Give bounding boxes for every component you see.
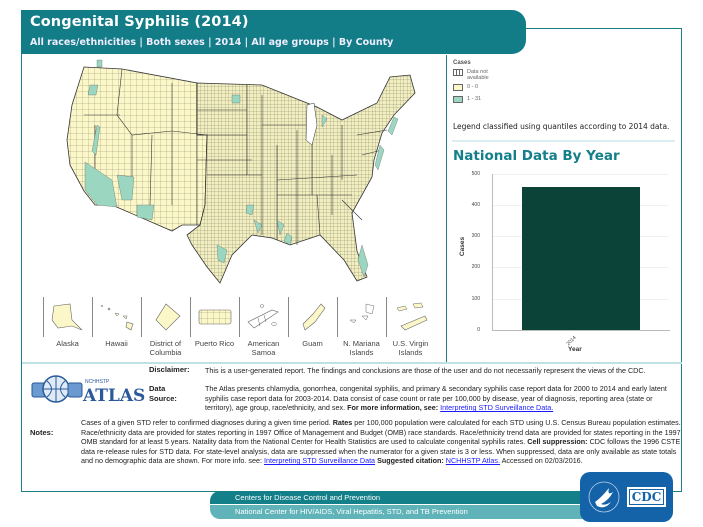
territory-dc[interactable]: District of Columbia xyxy=(141,297,190,362)
territory-puerto-rico[interactable]: Puerto Rico xyxy=(190,297,239,362)
territory-label: U.S. Virgin Islands xyxy=(392,339,429,357)
map-legend: Cases Data not available 0 - 0 1 - 31 xyxy=(453,60,573,103)
y-tick: 400 xyxy=(471,202,480,208)
legend-label: 1 - 31 xyxy=(467,96,482,102)
cdc-logo: CDC xyxy=(580,472,673,522)
territory-n-mariana[interactable]: N. Mariana Islands xyxy=(337,297,386,362)
n-mariana-shape-icon xyxy=(349,303,375,324)
puerto-rico-shape-icon xyxy=(198,309,232,325)
us-map-graphic xyxy=(66,59,416,284)
data-source-text: The Atlas presents chlamydia, gonorrhea,… xyxy=(205,384,667,413)
y-axis-label: Cases xyxy=(459,236,467,257)
legend-item-zero: 0 - 0 xyxy=(453,84,573,91)
hhs-eagle-icon xyxy=(588,481,620,513)
footer-rule xyxy=(21,491,211,492)
legend-swatch-hatched xyxy=(453,69,463,76)
bar-2014[interactable] xyxy=(522,187,640,330)
legend-label: 0 - 0 xyxy=(467,84,479,90)
territory-label: District of Columbia xyxy=(149,339,182,357)
x-axis-label: Year xyxy=(568,346,582,353)
y-tick: 300 xyxy=(471,233,480,239)
footer-center-name: National Center for HIV/AIDS, Viral Hepa… xyxy=(210,505,590,519)
legend-title: Cases xyxy=(453,60,471,66)
report-title: Congenital Syphilis (2014) xyxy=(30,14,249,30)
report-header: Congenital Syphilis (2014) All races/eth… xyxy=(21,10,526,54)
y-tick: 0 xyxy=(477,327,480,333)
disclaimer-label: Disclaimer: xyxy=(149,365,190,374)
territory-label: American Samoa xyxy=(247,339,280,357)
gridline xyxy=(493,174,668,175)
y-tick: 100 xyxy=(471,296,480,302)
territory-alaska[interactable]: Alaska xyxy=(43,297,92,362)
territory-guam[interactable]: Guam xyxy=(288,297,337,362)
dc-shape-icon xyxy=(155,303,181,331)
disclaimer-text: This is a user-generated report. The fin… xyxy=(205,366,646,375)
territory-label: N. Mariana Islands xyxy=(343,339,380,357)
legend-label: Data not available xyxy=(467,69,489,81)
y-axis xyxy=(492,174,493,330)
svg-text:ATLAS: ATLAS xyxy=(82,386,145,405)
legend-divider xyxy=(452,140,675,142)
nchhstp-atlas-logo: NCHHSTP ATLAS xyxy=(30,373,148,406)
report-filters: All races/ethnicities | Both sexes | 201… xyxy=(30,37,394,48)
interpreting-std-link[interactable]: Interpreting STD Surveillance Data. xyxy=(440,403,554,413)
data-source-label: Data Source: xyxy=(149,384,177,403)
x-axis xyxy=(492,330,670,331)
y-tick: 500 xyxy=(471,171,480,177)
territories-row: Alaska Hawaii District of Columbia Puert… xyxy=(43,297,438,362)
interpreting-std-link-2[interactable]: Interpreting STD Surveillance Data xyxy=(264,456,376,466)
territory-label: Hawaii xyxy=(105,339,128,348)
us-county-map[interactable] xyxy=(22,55,442,300)
territory-label: Puerto Rico xyxy=(194,339,235,348)
guam-shape-icon xyxy=(302,303,326,331)
panel-divider xyxy=(446,55,447,362)
legend-item-cases: 1 - 31 xyxy=(453,96,573,103)
territory-american-samoa[interactable]: American Samoa xyxy=(239,297,288,362)
territory-usvi[interactable]: U.S. Virgin Islands xyxy=(386,297,435,362)
usvi-shape-icon xyxy=(396,302,428,331)
section-divider xyxy=(22,362,682,364)
y-tick: 200 xyxy=(471,264,480,270)
nchhstp-atlas-link[interactable]: NCHHSTP Atlas. xyxy=(445,456,500,466)
national-chart-title: National Data By Year xyxy=(453,148,620,164)
legend-swatch-green xyxy=(453,96,463,103)
territory-label: Guam xyxy=(302,339,323,348)
atlas-globe-icon: NCHHSTP ATLAS xyxy=(31,375,145,406)
legend-note: Legend classified using quantiles accord… xyxy=(453,122,670,131)
american-samoa-shape-icon xyxy=(247,304,279,329)
footer-band: Centers for Disease Control and Preventi… xyxy=(210,491,590,519)
national-bar-chart: Cases 500 400 300 200 100 0 2014 Year xyxy=(450,168,675,358)
cdc-wordmark: CDC xyxy=(626,487,667,507)
legend-item-not-available: Data not available xyxy=(453,69,573,81)
notes-label: Notes: xyxy=(30,428,54,437)
legend-swatch-yellow xyxy=(453,84,463,91)
alaska-shape-icon xyxy=(51,303,83,331)
notes-text: Cases of a given STD refer to confirmed … xyxy=(81,418,681,466)
territory-label: Alaska xyxy=(56,339,79,348)
svg-text:NCHHSTP: NCHHSTP xyxy=(85,379,110,385)
hawaii-shape-icon xyxy=(101,305,134,331)
footer-cdc-name: Centers for Disease Control and Preventi… xyxy=(210,491,590,504)
territory-hawaii[interactable]: Hawaii xyxy=(92,297,141,362)
